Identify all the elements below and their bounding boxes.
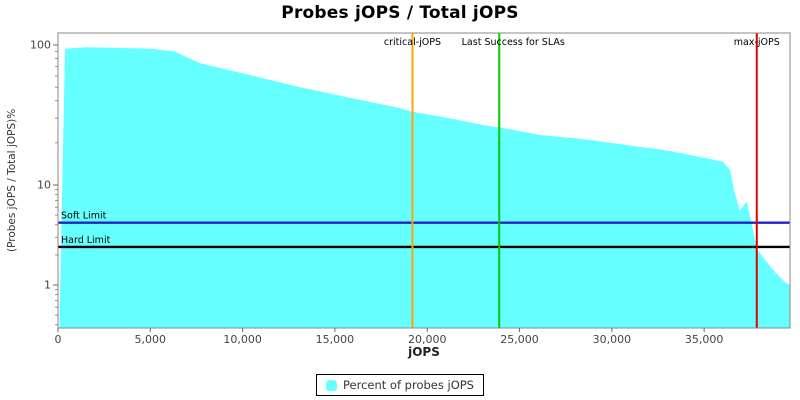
axis-ticks-layer: 0 5,000 10,000 15,000 20,000 25,000 30,000 35,0… [30,39,723,347]
x-tick-label: 15,000 [316,333,355,346]
marker-lines-layer [58,33,790,328]
y-tick-label: 100 [30,39,51,52]
legend: Percent of probes jOPS [0,374,800,396]
x-tick-label: 30,000 [593,333,632,346]
plot-border [57,32,791,329]
legend-box: Percent of probes jOPS [316,374,484,396]
marker-label-0: critical-jOPS [384,37,441,48]
legend-series-swatch-icon [326,379,337,391]
area-series [59,47,790,328]
legend-label: Percent of probes jOPS [343,378,474,392]
marker-labels-layer: Soft Limit Hard Limit critical-jOPS Last Su… [61,37,780,246]
x-tick-label: 10,000 [223,333,262,346]
chart-title: Probes jOPS / Total jOPS [281,3,519,23]
x-tick-label: 25,000 [500,333,539,346]
x-axis-title: jOPS [408,345,440,359]
x-tick-label: 20,000 [408,333,447,346]
x-tick-label: 0 [55,333,62,346]
y-tick-label: 1 [44,279,51,292]
y-tick-label: 10 [37,179,51,192]
marker-label-1: Last Success for SLAs [462,37,565,48]
x-tick-label: 35,000 [685,333,724,346]
marker-label-2: max-jOPS [734,37,780,48]
soft-limit-label: Soft Limit [61,211,107,222]
x-tick-label: 5,000 [135,333,167,346]
hard-limit-label: Hard Limit [61,235,111,246]
area-series-layer [59,47,790,328]
y-axis-title: (Probes jOPS / Total jOPS)% [6,108,18,253]
